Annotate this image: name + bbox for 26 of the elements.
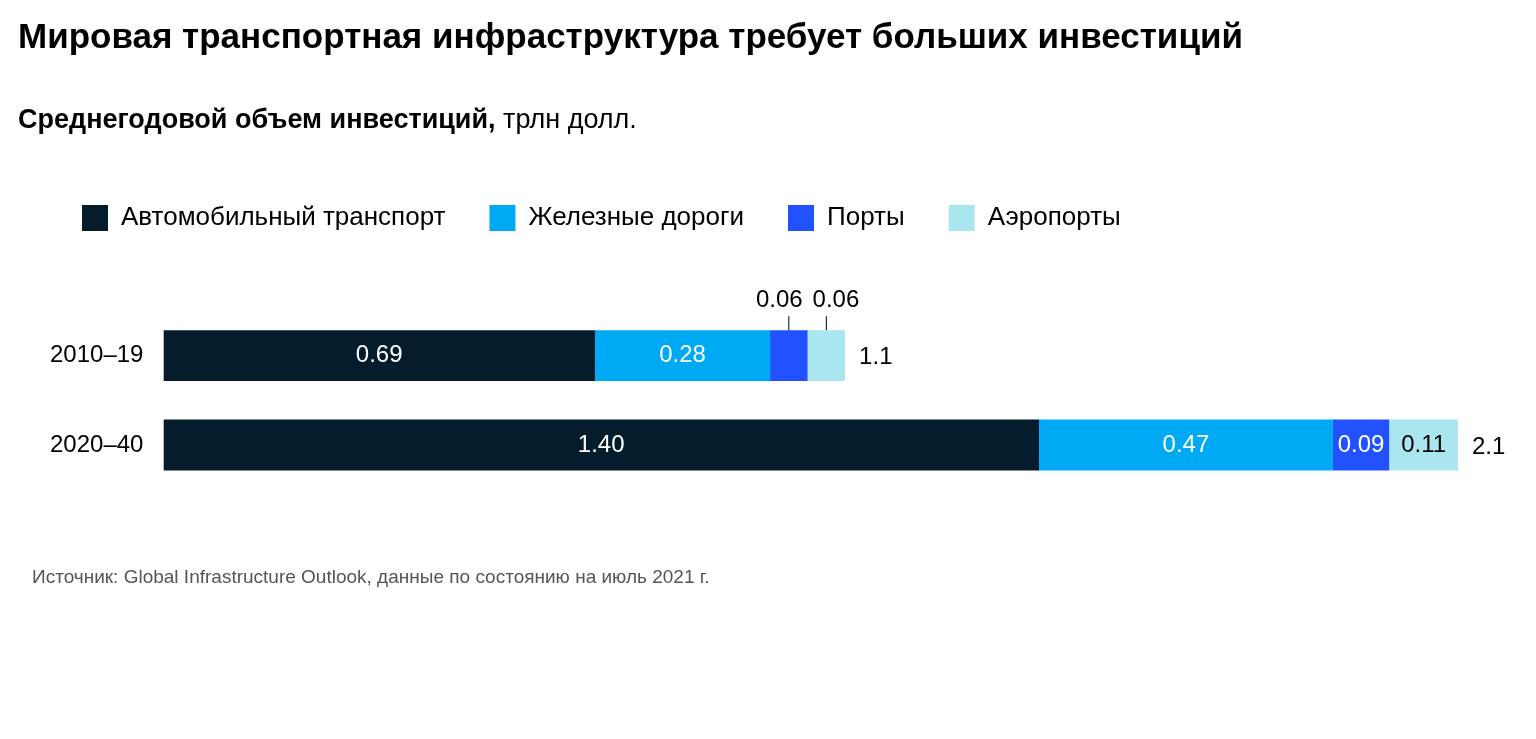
total-label: 2.1 (1472, 431, 1506, 459)
data-label: 0.28 (659, 340, 706, 368)
y-tick-label: 2020–40 (50, 429, 144, 457)
bar (163, 419, 1039, 471)
bar (807, 330, 846, 382)
chart-title: Мировая транспортная инфраструктура требует больших инвестиций (18, 16, 1244, 56)
bar (163, 330, 595, 382)
data-label: 0.47 (1162, 429, 1210, 457)
bar (770, 330, 808, 382)
legend-label: Автомобильный транспорт (121, 201, 446, 232)
y-tick-label: 2010–19 (50, 340, 144, 368)
data-label: 0.09 (1337, 429, 1385, 457)
bar (1389, 419, 1458, 471)
data-label: 1.40 (577, 429, 625, 457)
data-label: 0.06 (812, 284, 860, 312)
data-label: 0.11 (1401, 429, 1447, 457)
total-label: 1.1 (859, 342, 893, 370)
chart-subtitle: Среднегодовой объем инвестиций, трлн долл. (18, 104, 638, 135)
bar (594, 330, 771, 382)
text: Источник: Global Infrastructure Outlook, данные по состоянию на июль 2021 г. (32, 566, 711, 588)
data-label: 0.06 (755, 284, 803, 312)
legend-label: Железные дороги (528, 201, 744, 232)
legend-label: Порты (827, 201, 905, 232)
data-label: 0.69 (355, 340, 403, 368)
legend-label: Аэропорты (987, 201, 1121, 232)
bar (1038, 419, 1333, 471)
